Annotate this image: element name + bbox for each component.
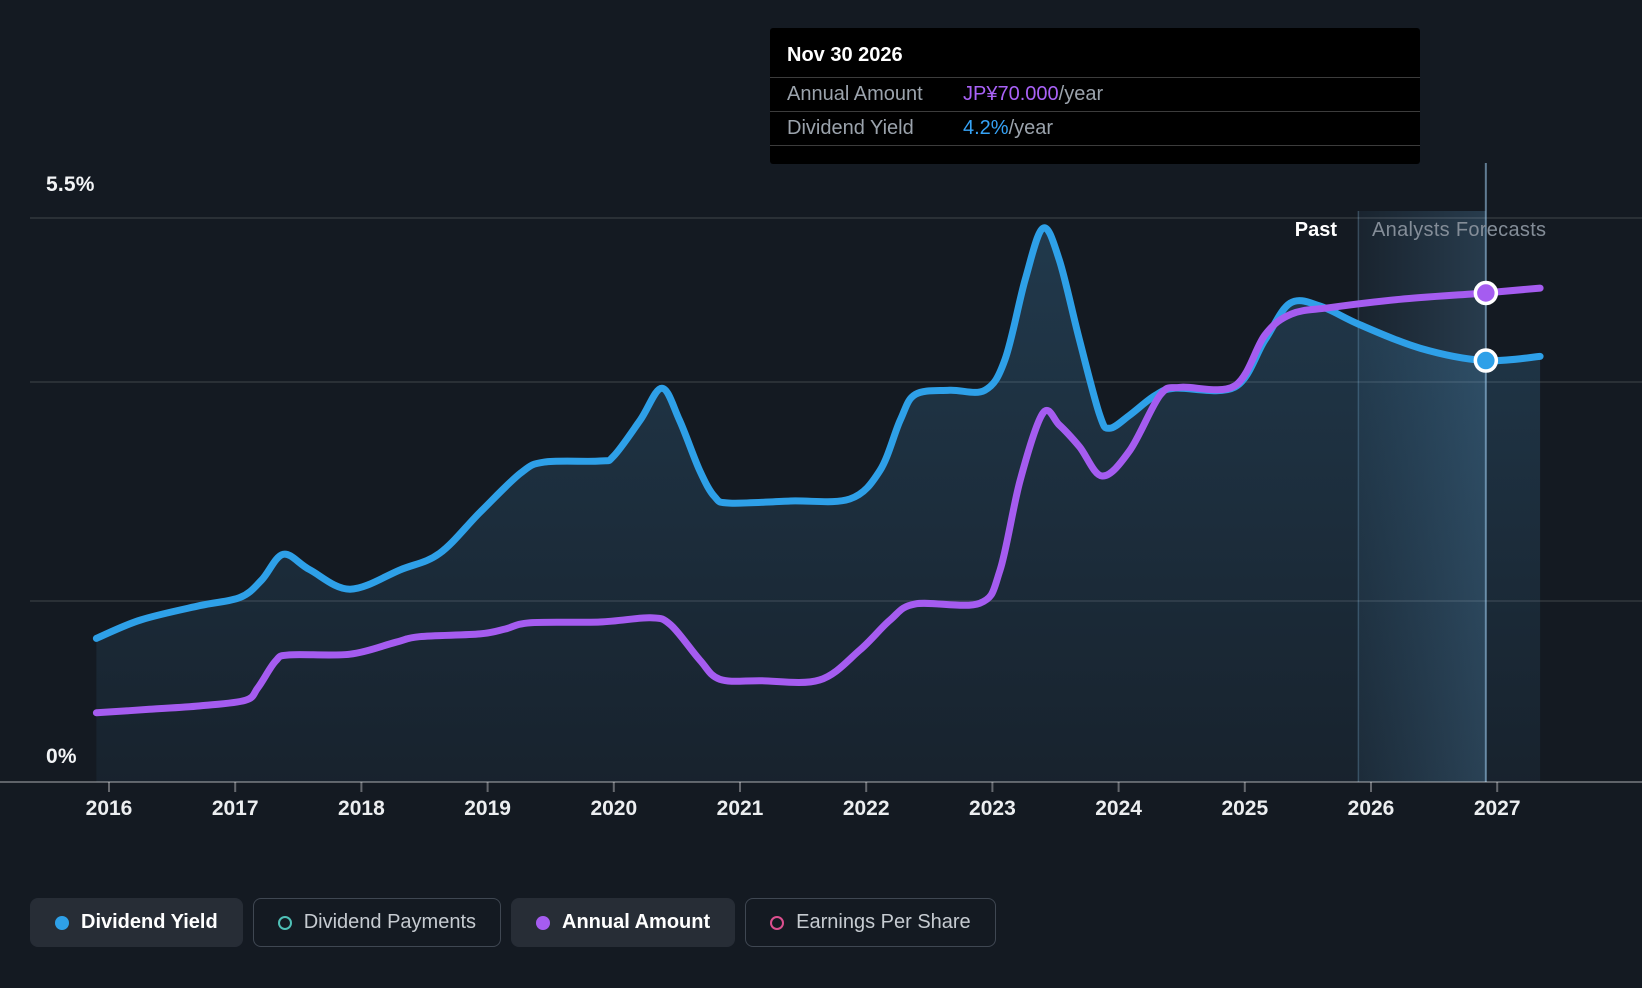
chart-legend: Dividend Yield Dividend Payments Annual … [30,898,996,947]
legend-toggle-dividend-payments[interactable]: Dividend Payments [252,898,502,947]
legend-label: Annual Amount [562,911,711,933]
x-axis-tick-label: 2020 [590,797,637,820]
annual-amount-marker [1473,280,1499,306]
dividend-payments-ring-icon [277,915,292,930]
x-axis-tick-label: 2016 [86,797,133,820]
annual-amount-dot-icon [536,915,551,930]
forecast-region-label: Analysts Forecasts [1372,219,1547,241]
x-axis-tick-label: 2017 [212,797,259,820]
past-region-label: Past [1294,219,1337,241]
legend-label: Dividend Yield [81,911,218,933]
tooltip-value: 4.2% [963,117,1009,139]
tooltip-label: Dividend Yield [787,117,914,139]
tooltip-date: Nov 30 2026 [770,28,1420,78]
legend-label: Earnings Per Share [796,911,971,933]
legend-toggle-dividend-yield[interactable]: Dividend Yield [30,898,243,947]
x-axis-tick-label: 2027 [1474,797,1521,820]
x-axis-tick-label: 2026 [1348,797,1395,820]
tooltip-label: Annual Amount [787,83,923,105]
legend-toggle-annual-amount[interactable]: Annual Amount [511,898,736,947]
earnings-per-share-ring-icon [770,915,785,930]
x-axis-tick-label: 2024 [1095,797,1142,820]
legend-label: Dividend Payments [303,911,477,933]
x-axis-tick-label: 2021 [717,797,764,820]
dividend-yield-dot-icon [55,915,69,930]
tooltip-row-annual-amount: Annual Amount JP¥70.000/year [770,78,1420,112]
annual-amount-line [92,284,1544,717]
chart-tooltip: Nov 30 2026 Annual Amount JP¥70.000/year … [770,28,1420,164]
tooltip-suffix: /year [1058,83,1104,105]
y-axis-bottom-label: 0% [46,745,77,768]
x-axis-tick-label: 2022 [843,797,890,820]
x-axis-tick-label: 2025 [1221,797,1268,820]
x-axis-tick-label: 2018 [338,797,385,820]
legend-toggle-earnings-per-share[interactable]: Earnings Per Share [745,898,996,947]
tooltip-value: JP¥70.000 [963,83,1059,105]
tooltip-row-dividend-yield: Dividend Yield 4.2%/year [770,112,1420,146]
dividend-yield-marker [1473,348,1499,373]
y-axis-top-label: 5.5% [46,173,95,196]
x-axis-tick-label: 2023 [969,797,1016,820]
tooltip-suffix: /year [1008,117,1054,139]
x-axis-tick-label: 2019 [464,797,511,820]
